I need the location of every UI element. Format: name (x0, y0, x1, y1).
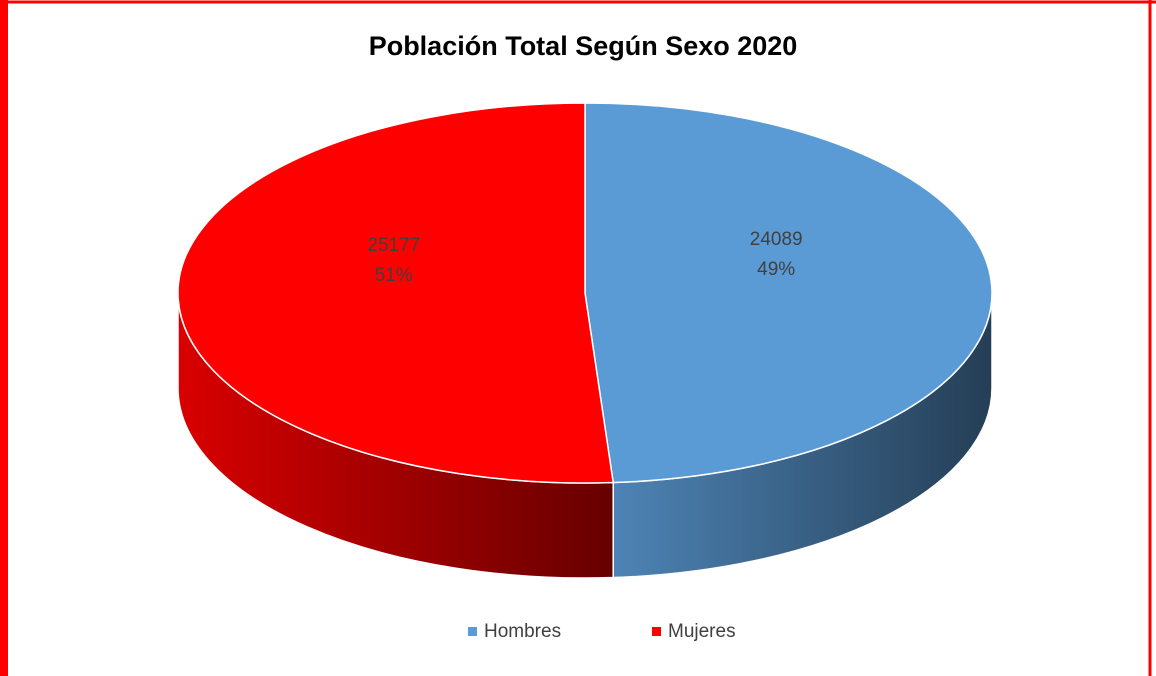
percent-label: 49% (757, 259, 795, 280)
slice (584, 102, 993, 484)
legend-swatch (468, 627, 477, 636)
legend-swatch (652, 627, 661, 636)
data-label: 24089 (750, 229, 803, 250)
percent-label: 51% (375, 265, 413, 286)
slice (177, 102, 615, 484)
legend-label: Hombres (484, 621, 561, 642)
legend-label: Mujeres (668, 621, 736, 642)
chart-title: Población Total Según Sexo 2020 (369, 31, 798, 61)
data-label: 25177 (367, 235, 420, 256)
